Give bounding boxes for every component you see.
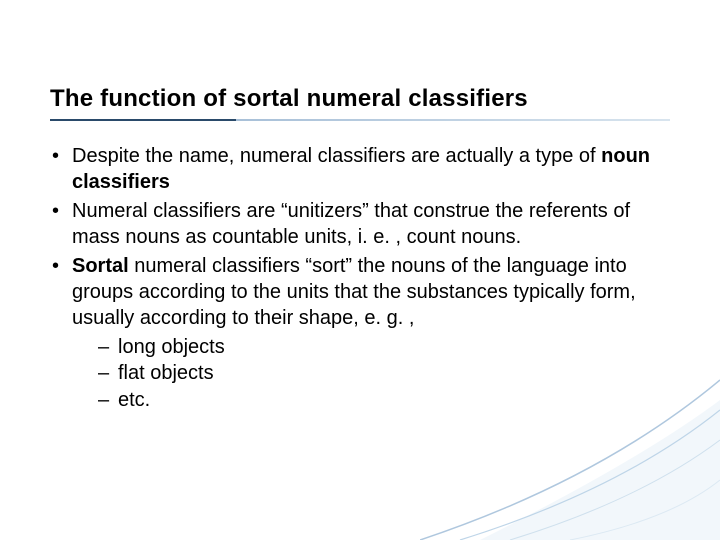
sub-bullet-1: long objects [98, 334, 670, 360]
bullet-3-text: numeral classifiers “sort” the nouns of … [72, 255, 636, 330]
bullet-2-text: Numeral classifiers are “unitizers” that… [72, 200, 630, 248]
sub-bullet-2: flat objects [98, 360, 670, 386]
bullet-3: Sortal numeral classifiers “sort” the no… [50, 253, 670, 413]
sub-bullet-2-text: flat objects [118, 362, 214, 384]
bullet-1-text: Despite the name, numeral classifiers ar… [72, 145, 601, 167]
sub-bullet-1-text: long objects [118, 336, 225, 358]
bullet-3-bold: Sortal [72, 255, 129, 277]
slide: The function of sortal numeral classifie… [0, 0, 720, 540]
bullet-1: Despite the name, numeral classifiers ar… [50, 143, 670, 196]
bullet-2: Numeral classifiers are “unitizers” that… [50, 198, 670, 251]
slide-title: The function of sortal numeral classifie… [50, 85, 670, 113]
sub-bullet-3: etc. [98, 387, 670, 413]
sub-bullet-3-text: etc. [118, 389, 150, 411]
bullet-3-sublist: long objects flat objects etc. [72, 334, 670, 413]
slide-content: Despite the name, numeral classifiers ar… [50, 143, 670, 413]
bullet-list: Despite the name, numeral classifiers ar… [50, 143, 670, 413]
title-underline [50, 119, 670, 121]
